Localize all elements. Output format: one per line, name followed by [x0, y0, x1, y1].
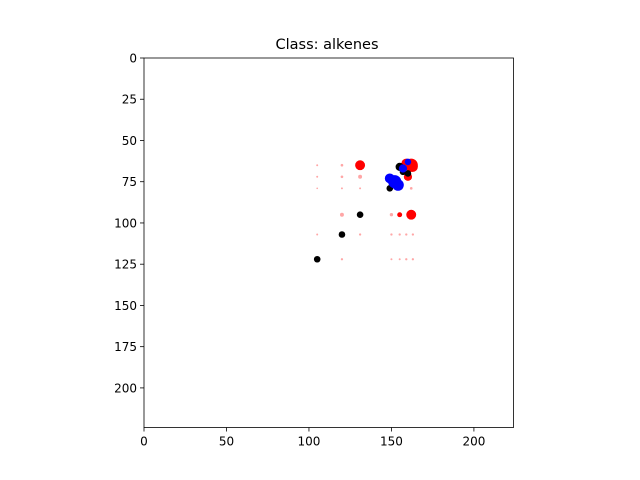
plot-frame — [143, 57, 514, 428]
y-tick-label-100: 100 — [114, 216, 137, 230]
data-point-0-13 — [340, 163, 344, 167]
chart-title: Class: alkenes — [275, 37, 378, 53]
data-point-2-1 — [384, 173, 395, 184]
data-point-0-4 — [406, 209, 417, 220]
data-point-0-19 — [409, 186, 413, 190]
data-point-0-24 — [405, 233, 408, 236]
data-point-0-15 — [340, 187, 343, 190]
y-tick-label-150: 150 — [114, 299, 137, 313]
data-point-0-29 — [405, 258, 408, 261]
data-point-1-6 — [404, 170, 412, 177]
data-point-0-22 — [390, 233, 393, 236]
data-point-0-27 — [390, 258, 393, 261]
x-tick-label-50: 50 — [219, 435, 234, 449]
data-point-1-1 — [338, 231, 346, 238]
data-point-2-4 — [404, 158, 412, 166]
data-point-0-5 — [397, 212, 403, 218]
data-point-0-8 — [358, 174, 363, 179]
data-point-0-23 — [398, 233, 401, 236]
data-point-0-26 — [340, 258, 344, 261]
y-tick-label-25: 25 — [122, 93, 137, 107]
x-tick-label-0: 0 — [140, 435, 148, 449]
data-point-0-20 — [316, 233, 319, 236]
data-point-0-30 — [411, 258, 415, 261]
x-tick-label-150: 150 — [380, 435, 403, 449]
data-point-0-7 — [389, 213, 394, 217]
data-point-2-3 — [398, 164, 408, 173]
y-tick-label-50: 50 — [122, 134, 137, 148]
y-tick-label-175: 175 — [114, 340, 137, 354]
data-point-0-28 — [398, 258, 401, 261]
chart-marks — [313, 158, 418, 263]
data-point-0-10 — [316, 164, 319, 167]
y-tick-label-200: 200 — [114, 381, 137, 395]
data-point-1-2 — [356, 211, 364, 219]
data-point-0-14 — [340, 175, 344, 179]
data-point-0-6 — [339, 212, 344, 217]
y-tick-label-125: 125 — [114, 258, 137, 272]
data-point-2-2 — [392, 179, 404, 191]
plot-area — [144, 58, 514, 428]
y-tick-label-75: 75 — [122, 175, 137, 189]
data-point-1-0 — [313, 255, 321, 263]
x-tick-label-200: 200 — [462, 435, 485, 449]
y-tick-label-0: 0 — [129, 52, 137, 66]
data-point-0-3 — [407, 161, 418, 172]
data-point-0-25 — [411, 233, 415, 236]
data-point-0-11 — [316, 175, 319, 178]
x-tick-label-100: 100 — [298, 435, 321, 449]
data-point-0-21 — [358, 233, 362, 236]
y-axis: 0 25 50 75 100 125 150 175 200 — [114, 52, 144, 395]
data-point-0-16 — [359, 187, 362, 190]
data-point-0-0 — [355, 160, 366, 171]
data-point-0-12 — [316, 187, 319, 190]
x-axis: 0 50 100 150 200 — [140, 427, 485, 449]
